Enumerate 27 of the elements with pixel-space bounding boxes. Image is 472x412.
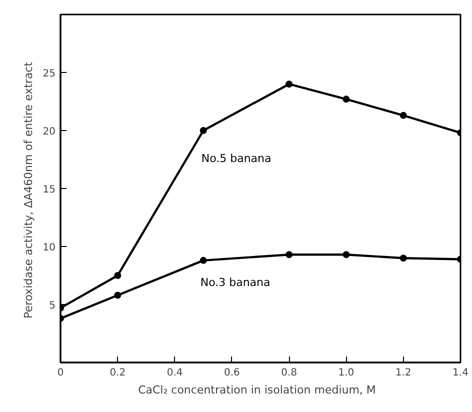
point: [400, 112, 407, 119]
x-tick-label: 1.0: [338, 368, 354, 378]
x-tick-label: 1.2: [395, 368, 412, 378]
point: [114, 292, 122, 299]
x-tick-label: 0: [57, 368, 64, 378]
x-tick-label: 0.2: [110, 368, 126, 378]
point: [400, 254, 407, 262]
point: [114, 272, 122, 279]
point: [286, 80, 293, 88]
x-tick-label: 0.8: [281, 368, 298, 378]
x-tick-label: 0.4: [166, 368, 183, 378]
y-tick-label: 10: [42, 242, 56, 254]
x-tick-label: 0.6: [224, 368, 240, 378]
series-label: No.3 banana: [200, 276, 270, 289]
point: [286, 251, 293, 258]
point: [342, 96, 350, 103]
y-tick-label: 15: [42, 184, 56, 196]
x-tick-label: 1.4: [452, 368, 468, 378]
point: [200, 256, 207, 264]
x-axis-title: CaCl₂ concentration in isolation medium, M: [138, 384, 376, 396]
series-label: No.5 banana: [201, 152, 272, 165]
y-tick-label: 5: [49, 300, 56, 312]
point: [200, 127, 207, 134]
y-tick-label: 20: [42, 126, 56, 138]
point: [342, 251, 350, 258]
y-axis-title: Peroxidase activity, ΔA460nm of entire extract: [22, 61, 35, 318]
y-tick-label: 25: [42, 68, 56, 80]
